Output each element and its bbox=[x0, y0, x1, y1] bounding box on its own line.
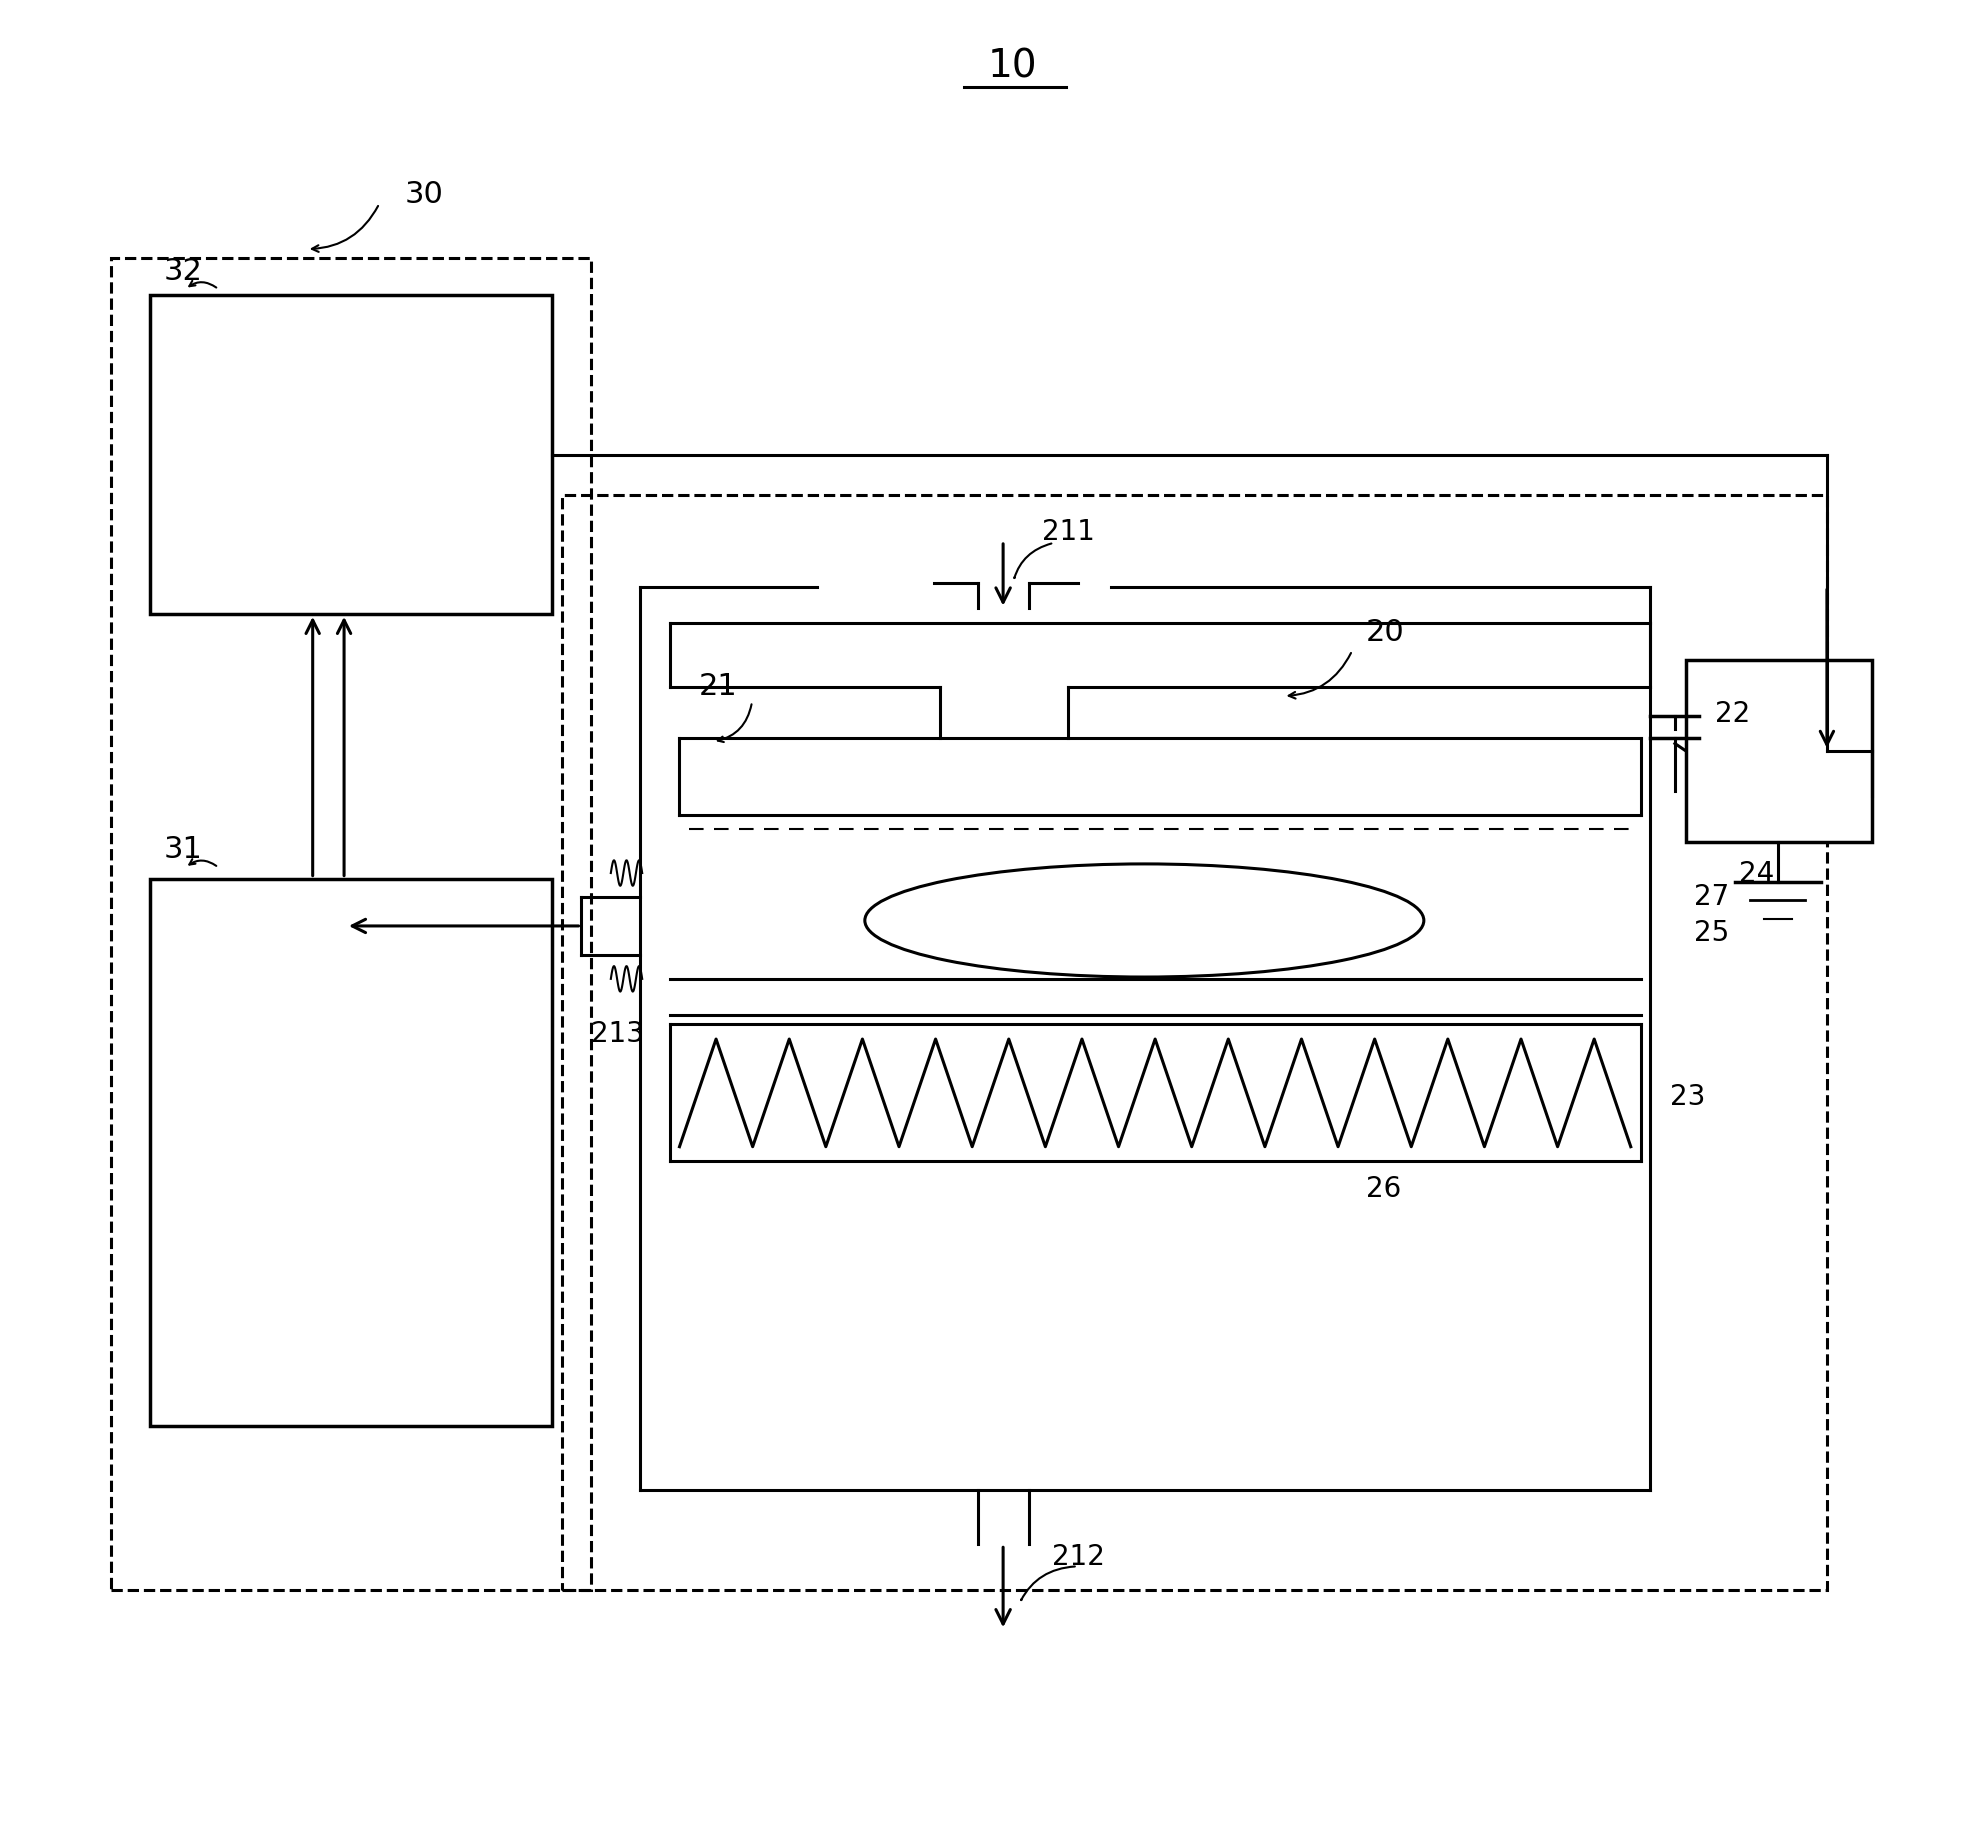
FancyArrowPatch shape bbox=[1015, 544, 1052, 578]
FancyArrowPatch shape bbox=[1021, 1566, 1074, 1599]
Text: 31: 31 bbox=[163, 834, 203, 864]
Text: 20: 20 bbox=[1365, 619, 1404, 646]
Text: 30: 30 bbox=[405, 179, 445, 209]
Polygon shape bbox=[149, 295, 553, 615]
FancyArrowPatch shape bbox=[1288, 653, 1351, 699]
Polygon shape bbox=[149, 878, 553, 1426]
Text: 213: 213 bbox=[592, 1019, 645, 1047]
Text: 21: 21 bbox=[698, 672, 738, 701]
Text: 27: 27 bbox=[1694, 882, 1729, 911]
Text: 211: 211 bbox=[1043, 518, 1096, 545]
Text: 212: 212 bbox=[1052, 1543, 1105, 1572]
FancyArrowPatch shape bbox=[189, 858, 216, 866]
Text: 24: 24 bbox=[1739, 860, 1774, 888]
Text: 22: 22 bbox=[1715, 701, 1751, 728]
Text: 32: 32 bbox=[163, 256, 203, 285]
FancyArrowPatch shape bbox=[718, 705, 751, 741]
Text: 10: 10 bbox=[987, 48, 1039, 86]
Text: 23: 23 bbox=[1670, 1083, 1705, 1111]
Polygon shape bbox=[1686, 659, 1873, 842]
Text: 26: 26 bbox=[1365, 1175, 1401, 1202]
Text: 25: 25 bbox=[1694, 919, 1729, 948]
FancyArrowPatch shape bbox=[189, 280, 216, 287]
FancyArrowPatch shape bbox=[313, 207, 378, 253]
